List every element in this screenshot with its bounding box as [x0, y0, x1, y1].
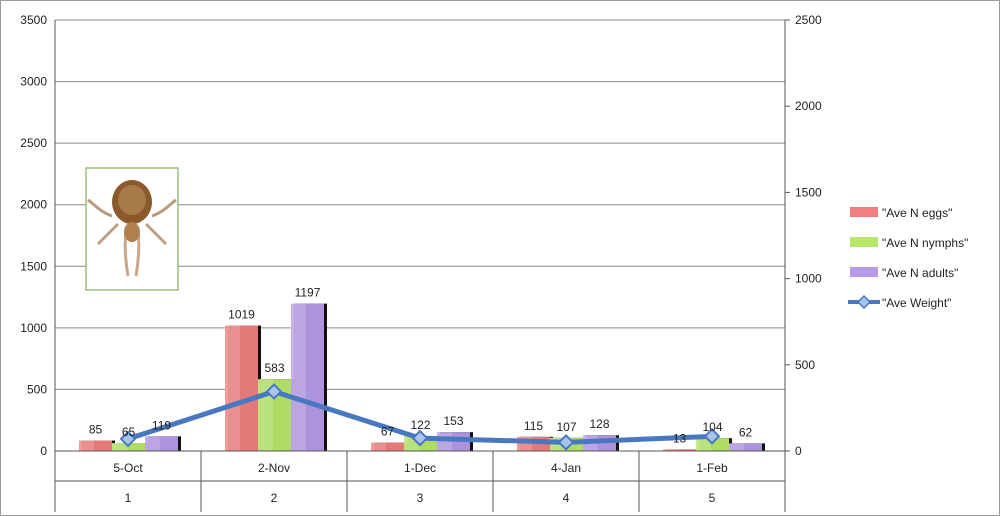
y-right-tick-label: 500 — [795, 358, 815, 372]
x-category-index: 3 — [417, 491, 424, 505]
tick-labels: 0 500 1000 1500 2000 2500 3000 3500 0 500 1000 1500… — [20, 13, 822, 505]
bar-highlight — [663, 449, 678, 451]
legend-swatch — [850, 267, 878, 277]
y-right-tick-label: 1000 — [795, 272, 822, 286]
y-left-tick-label: 3500 — [20, 13, 47, 27]
bar-data-label: 13 — [673, 431, 687, 445]
bar — [291, 303, 324, 451]
bar-data-label: 122 — [410, 418, 430, 432]
bar-highlight — [291, 303, 306, 451]
y-left-tick-label: 1000 — [20, 321, 47, 335]
bar-highlight — [79, 440, 94, 451]
weight-marker — [119, 430, 137, 448]
legend-label: "Ave N nymphs" — [882, 236, 968, 250]
weight-line — [119, 383, 721, 451]
gridlines — [55, 19, 785, 390]
x-category-label: 1-Dec — [404, 461, 436, 475]
y-right-tick-label: 1500 — [795, 185, 822, 199]
bar-data-label: 119 — [152, 418, 171, 432]
weight-marker — [411, 429, 429, 447]
bar-data-label: 1019 — [228, 308, 255, 322]
bar — [145, 436, 178, 451]
axes — [54, 19, 790, 512]
x-category-label: 1-Feb — [696, 461, 728, 475]
legend-swatch — [850, 237, 878, 247]
bar — [225, 325, 258, 451]
x-category-label: 5-Oct — [113, 461, 143, 475]
x-category-index: 2 — [271, 491, 278, 505]
weight-marker — [703, 427, 721, 445]
bar-data-label: 115 — [524, 419, 543, 433]
bar-data-label: 153 — [443, 414, 463, 428]
y-right-tick-label: 2000 — [795, 99, 822, 113]
bar-highlight — [112, 442, 127, 451]
y-left-tick-label: 500 — [27, 382, 47, 396]
bar — [729, 443, 762, 451]
bar-highlight — [145, 436, 160, 451]
bar-data-label: 65 — [122, 425, 136, 439]
bar-data-label: 128 — [589, 417, 609, 431]
bar — [112, 442, 145, 451]
bar — [371, 442, 404, 451]
bar-data-label: 104 — [702, 420, 722, 434]
y-left-tick-label: 1500 — [20, 259, 47, 273]
bar-highlight — [371, 442, 386, 451]
bar-data-label: 62 — [739, 425, 753, 439]
legend-label: "Ave N eggs" — [882, 206, 952, 220]
bar — [79, 440, 112, 451]
bar-data-label: 107 — [556, 420, 576, 434]
mite-photo — [85, 167, 179, 291]
weight-marker — [557, 433, 575, 451]
legend: "Ave N eggs" "Ave N nymphs" "Ave N adults"… — [848, 206, 968, 310]
y-right-tick-label: 2500 — [795, 13, 822, 27]
y-left-tick-label: 3000 — [20, 75, 47, 89]
x-category-label: 4-Jan — [551, 461, 581, 475]
bar-highlight — [225, 325, 240, 451]
legend-swatch — [850, 207, 878, 217]
bar-data-label: 1197 — [295, 286, 321, 300]
legend-marker — [856, 294, 872, 310]
x-category-index: 1 — [125, 491, 132, 505]
bar-data-label: 67 — [381, 425, 395, 439]
y-left-tick-label: 2500 — [20, 136, 47, 150]
legend-label: "Ave Weight" — [882, 296, 951, 310]
y-left-tick-label: 2000 — [20, 198, 47, 212]
data-labels: 85 65 119 1019 583 1197 67 122 153 115 107 128 13 104… — [89, 286, 753, 446]
legend-label: "Ave N adults" — [882, 266, 958, 280]
x-category-index: 4 — [563, 491, 570, 505]
x-category-label: 2-Nov — [258, 461, 290, 475]
weight-marker — [265, 383, 283, 400]
x-category-index: 5 — [709, 491, 716, 505]
bar — [663, 449, 696, 451]
bar-highlight — [696, 438, 711, 451]
y-right-tick-label: 0 — [795, 444, 802, 458]
bar-data-label: 85 — [89, 423, 103, 437]
bars — [79, 303, 765, 451]
bar-highlight — [437, 432, 452, 451]
bar-data-label: 583 — [264, 361, 284, 375]
bar — [696, 438, 729, 451]
bar-highlight — [729, 443, 744, 451]
y-left-tick-label: 0 — [40, 444, 47, 458]
